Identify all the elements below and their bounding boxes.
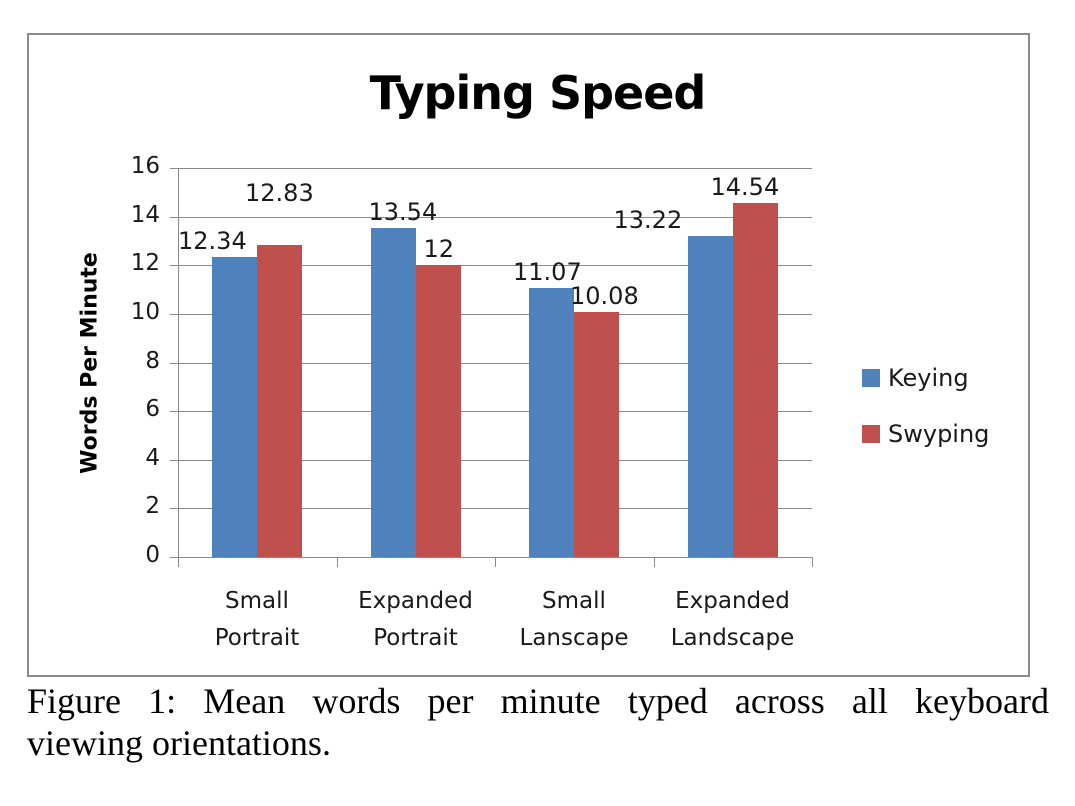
caption-line-2: viewing orientations. (27, 723, 331, 763)
data-label: 13.22 (613, 205, 683, 234)
gridline (170, 362, 812, 364)
y-tick-label: 2 (145, 493, 160, 520)
data-label: 14.54 (710, 173, 780, 202)
bar-keying (529, 287, 574, 557)
y-tick-label: 8 (145, 347, 160, 374)
category-label: Expanded Portrait (358, 588, 473, 651)
gridline (170, 216, 812, 218)
gridline (170, 508, 812, 510)
bar-swyping (257, 245, 302, 557)
gridline (170, 557, 812, 558)
data-label: 12.83 (245, 179, 314, 208)
legend-item-swyping: Swyping (862, 420, 989, 448)
bar-keying (687, 235, 733, 557)
legend-item-keying: Keying (862, 364, 969, 392)
y-axis (178, 168, 179, 565)
bar-swyping (415, 265, 461, 557)
x-tick (495, 557, 496, 567)
x-tick (336, 557, 338, 567)
y-tick-label: 6 (145, 396, 160, 423)
caption-line-1: Figure 1: Mean words per minute typed ac… (27, 681, 1049, 721)
y-tick-label: 4 (145, 444, 160, 471)
gridline (170, 265, 812, 267)
y-tick-label: 10 (130, 298, 160, 325)
x-tick (653, 557, 655, 567)
chart-title: Typing Speed (369, 66, 707, 120)
category-label: Small Lanscape (519, 588, 629, 651)
y-tick-label: 16 (130, 153, 160, 179)
data-label: 10.08 (570, 281, 639, 310)
bar-keying (212, 256, 257, 557)
figure-caption: Figure 1: Mean words per minute typed ac… (27, 680, 1049, 764)
legend-swatch-swyping (862, 425, 880, 443)
gridline (170, 411, 812, 413)
data-label: 12 (423, 235, 455, 264)
y-tick-label: 14 (130, 201, 160, 228)
gridline (170, 168, 812, 169)
data-label: 11.07 (513, 257, 582, 286)
category-label: Expanded Landscape (670, 588, 795, 651)
bar-keying (370, 227, 416, 557)
legend-label-keying: Keying (888, 364, 969, 392)
y-axis-label: Words Per Minute (77, 252, 103, 474)
y-tick-label: 12 (130, 250, 160, 277)
bar-swyping (732, 203, 778, 557)
category-label: Small Portrait (214, 588, 300, 651)
legend-label-swyping: Swyping (888, 420, 990, 448)
gridline (170, 459, 812, 461)
legend-swatch-keying (862, 369, 880, 387)
x-tick (812, 557, 813, 567)
data-label: 13.54 (368, 197, 438, 226)
y-tick-label: 0 (145, 542, 160, 568)
bar-swyping (574, 311, 619, 557)
chart-frame (27, 33, 1030, 677)
data-label: 12.34 (178, 226, 247, 255)
gridline (170, 313, 812, 315)
